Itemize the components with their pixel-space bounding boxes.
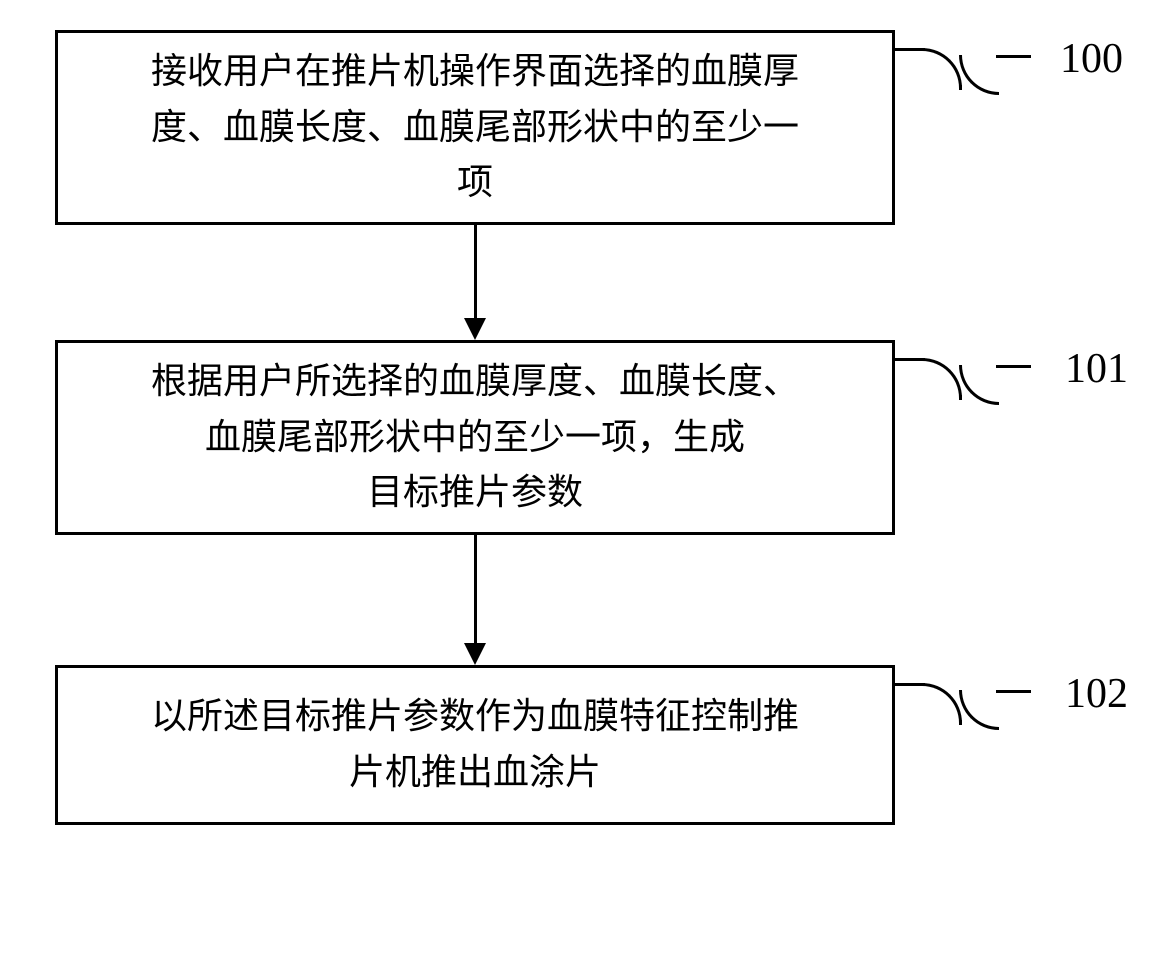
flow-node-1: 接收用户在推片机操作界面选择的血膜厚 度、血膜长度、血膜尾部形状中的至少一 项	[55, 30, 895, 225]
step-label-1: 100	[1060, 35, 1123, 83]
flow-node-2-text: 根据用户所选择的血膜厚度、血膜长度、 血膜尾部形状中的至少一项，生成 目标推片参…	[151, 354, 799, 521]
flow-node-1-text: 接收用户在推片机操作界面选择的血膜厚 度、血膜长度、血膜尾部形状中的至少一 项	[151, 44, 799, 211]
step-label-2: 101	[1065, 345, 1128, 393]
step-label-3: 102	[1065, 670, 1128, 718]
flow-node-3: 以所述目标推片参数作为血膜特征控制推 片机推出血涂片	[55, 665, 895, 825]
flow-node-3-text: 以所述目标推片参数作为血膜特征控制推 片机推出血涂片	[151, 689, 799, 801]
flow-node-2: 根据用户所选择的血膜厚度、血膜长度、 血膜尾部形状中的至少一项，生成 目标推片参…	[55, 340, 895, 535]
